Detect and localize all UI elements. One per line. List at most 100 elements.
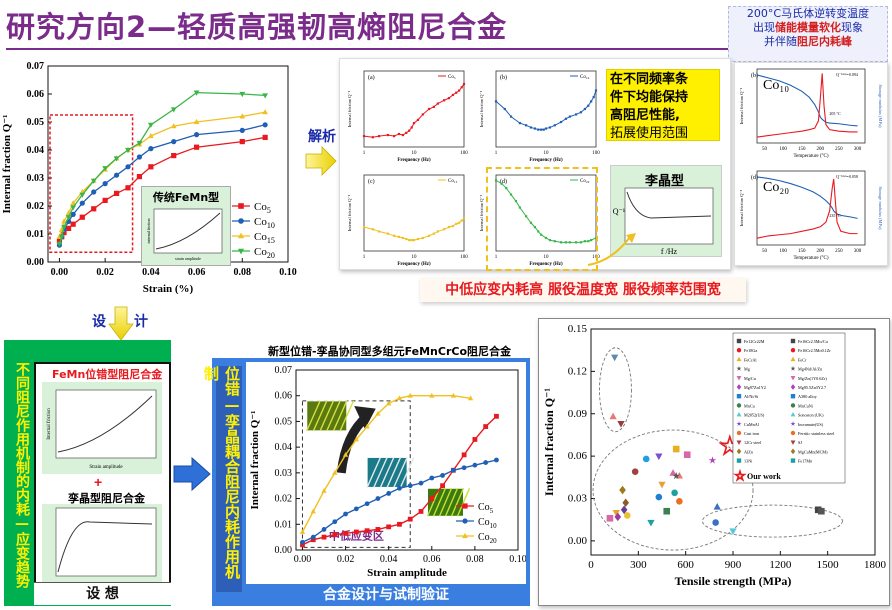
y-tick-label: 0.03 <box>568 493 588 505</box>
legend-marker <box>790 430 796 436</box>
data-point <box>299 529 306 534</box>
data-point <box>386 133 389 137</box>
micrograph-stripe <box>366 457 382 488</box>
femn-plot-bg: Strain amplitude Internal friction <box>42 382 162 474</box>
legend-sub: 15 <box>267 236 275 245</box>
data-point <box>56 238 63 244</box>
data-point <box>525 215 528 218</box>
y-tick-label: 0.04 <box>275 442 293 453</box>
data-point <box>460 86 463 89</box>
data-point <box>612 509 620 517</box>
micrograph-stripe <box>332 400 348 432</box>
data-point <box>483 460 489 465</box>
legend-label: Fe12Cr22M <box>744 339 765 344</box>
data-point <box>170 107 177 113</box>
legend-marker <box>790 403 796 408</box>
mid-low-strain-box <box>301 400 411 548</box>
data-point <box>642 455 650 463</box>
verify-label: 合金设计与试制验证 <box>323 587 449 603</box>
peak-temp-label: 205 °C <box>829 111 841 116</box>
data-point <box>583 240 587 243</box>
micrograph-stripe <box>312 400 328 432</box>
summary-banner: 中低应变内耗高 服役温度宽 服役频率范围宽 <box>420 278 746 302</box>
legend-marker <box>462 503 468 509</box>
legend-marker <box>736 376 742 381</box>
data-point <box>440 473 445 478</box>
legend-marker <box>736 348 742 353</box>
data-point <box>148 146 154 152</box>
legend-sub: 20 <box>490 537 498 545</box>
data-point <box>396 395 403 401</box>
design-label-1: 设 <box>92 314 106 330</box>
data-point <box>544 127 548 130</box>
data-point <box>450 467 456 473</box>
x-tick-label: 0.10 <box>509 554 526 565</box>
twin-title: 孪晶型阻尼合金 <box>68 492 145 505</box>
y-tick-label: 0.01 <box>27 229 45 240</box>
design-label-2: 计 <box>134 314 148 330</box>
micrograph-stripe <box>326 400 341 432</box>
data-point <box>61 230 67 236</box>
y-tick-label: 0.00 <box>27 257 45 268</box>
tensile-chart: 0 300 600 900 1200 1500 1800 0.00 0.03 0.06 0.09 0.… <box>542 323 887 588</box>
legend-label: Mg4Nd/Al/Zn <box>798 367 823 372</box>
data-point <box>622 498 630 508</box>
legend-marker <box>790 384 796 390</box>
data-point <box>500 182 503 185</box>
verify-chart-bg: 0.00 0.02 0.04 0.06 0.08 0.10 0.00 0.01 0.02 0.03… <box>246 362 526 584</box>
x-tick-label: 0.02 <box>96 267 114 278</box>
data-point <box>579 241 583 244</box>
data-point <box>386 232 389 235</box>
data-point <box>575 241 578 244</box>
femn-title: FeMn位错型阻尼合金 <box>52 368 163 381</box>
data-point <box>375 410 381 416</box>
x-tick-label: 10 <box>412 151 418 156</box>
legend-marker <box>736 411 742 417</box>
data-point <box>494 179 498 182</box>
mechanism-frame: FeMn位错型阻尼合金 Strain amplitude Internal fr… <box>34 362 171 600</box>
data-point <box>460 219 463 222</box>
y-tick-label: 0.06 <box>27 89 45 100</box>
data-point <box>421 113 424 116</box>
data-point <box>343 511 348 517</box>
plot-frame <box>495 70 597 148</box>
legend-marker <box>790 356 796 362</box>
legend-label: MnCuNi <box>798 403 814 408</box>
legend-marker <box>736 430 742 436</box>
data-point <box>113 156 120 162</box>
y-tick-label: 0.02 <box>27 201 45 212</box>
internal-friction-line <box>756 73 858 138</box>
data-point <box>655 453 663 461</box>
x-tick-label: 0.00 <box>51 267 69 278</box>
data-point <box>364 528 370 534</box>
data-point <box>262 122 268 128</box>
legend-label: Mg/Zn(1Y0.6Zr) <box>798 376 827 381</box>
data-point <box>397 485 402 491</box>
legend-label: Mg95.5Zn3Y2.7 <box>798 385 826 390</box>
legend-marker <box>790 376 796 381</box>
legend-marker <box>790 338 796 344</box>
data-point <box>672 445 680 453</box>
data-point <box>503 107 506 111</box>
data-point <box>407 516 413 522</box>
data-point <box>553 240 556 243</box>
plot-frame <box>363 174 465 252</box>
femn-ylabel: Internal friction <box>47 408 52 440</box>
legend-label: A380 alloy <box>798 394 818 399</box>
data-point <box>518 122 521 125</box>
peak-label: Q⁻¹ᵐᵃˣ=0.058 <box>836 174 858 179</box>
legend-label: M2052(US) <box>744 413 765 418</box>
data-point <box>537 230 540 233</box>
data-point <box>90 178 97 184</box>
data-point <box>427 234 431 237</box>
micrograph-stripe <box>339 400 355 432</box>
right-arrow-icon <box>305 146 337 176</box>
data-point <box>617 420 625 428</box>
data-point <box>432 232 435 235</box>
data-point <box>418 480 424 486</box>
data-point <box>125 147 131 154</box>
legend-marker <box>736 394 742 399</box>
data-point <box>729 528 737 535</box>
data-point <box>611 354 619 362</box>
x-tick-label: 0.08 <box>234 267 252 278</box>
